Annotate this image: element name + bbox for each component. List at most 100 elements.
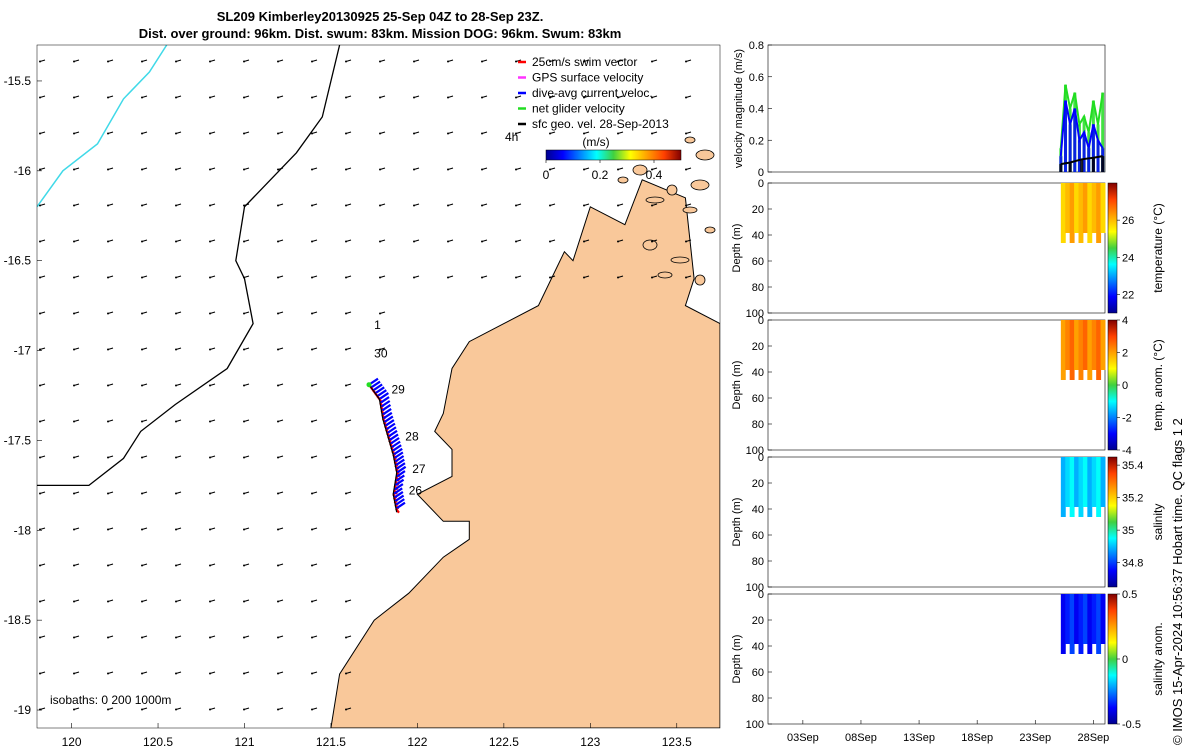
- map-colorbar: [545, 149, 682, 161]
- vector-arrow: [209, 131, 216, 135]
- vector-arrow: [345, 131, 352, 135]
- dive-avg-vector: [385, 422, 396, 431]
- colorbar-tick: 35: [1122, 525, 1134, 537]
- profile-cell: [1074, 594, 1080, 644]
- colorbar-tick: 35.2: [1122, 493, 1143, 505]
- vector-arrow: [311, 59, 318, 63]
- vector-arrow: [39, 167, 46, 171]
- map-colorbar-ticks: 0 0.2 0.4: [543, 160, 663, 182]
- vector-arrow: [447, 59, 454, 63]
- depth-tick: 40: [752, 367, 764, 379]
- vector-arrow: [209, 59, 216, 63]
- depth-tick: 80: [752, 419, 764, 431]
- depth-tick: 0: [758, 315, 764, 327]
- vector-arrow: [583, 59, 590, 63]
- dive-avg-vector: [393, 494, 405, 503]
- temperature-panel: 0 20 40 60 80 100 Depth (m) 22 24 26 temperature (…: [731, 178, 1165, 320]
- vector-arrow: [73, 95, 80, 99]
- vector-arrow: [685, 59, 692, 63]
- colorbar-tick: 2: [1122, 348, 1128, 360]
- depth-tick: 0: [758, 452, 764, 464]
- vector-arrow: [277, 95, 284, 99]
- day-label: 29: [391, 383, 405, 397]
- vector-arrow: [311, 635, 318, 639]
- vector-arrow: [617, 275, 624, 279]
- map-x-ticks: 120 120.5 121 121.5 122 122.5 123 123.5: [62, 723, 692, 749]
- vector-arrow: [345, 95, 352, 99]
- map-x-tick-label: 122.5: [489, 735, 519, 749]
- map-y-tick-label: -18.5: [4, 613, 32, 627]
- dive-avg-vector: [381, 407, 392, 416]
- vector-arrow: [617, 167, 624, 171]
- vector-arrow: [345, 419, 352, 423]
- vector-arrow: [39, 275, 46, 279]
- legend-label: 25cm/s swim vector: [532, 55, 637, 69]
- colorbar-label: temperature (°C): [1151, 203, 1165, 293]
- profile-cell: [1060, 183, 1066, 243]
- vector-arrow: [209, 383, 216, 387]
- vector-arrow: [39, 419, 46, 423]
- vector-arrow: [311, 671, 318, 675]
- vector-arrow: [345, 671, 352, 675]
- vector-arrow: [141, 383, 148, 387]
- vector-arrow: [277, 419, 284, 423]
- vector-arrow: [39, 383, 46, 387]
- track-start: [366, 382, 372, 388]
- map-x-tick-label: 121.5: [316, 735, 346, 749]
- vector-arrow: [277, 455, 284, 459]
- map-colorbar-tick: 0.4: [646, 168, 663, 182]
- vector-arrow: [39, 95, 46, 99]
- dive-avg-vector: [376, 389, 387, 398]
- depth-tick: 100: [746, 719, 764, 731]
- profile-cell: [1096, 320, 1102, 380]
- vector-arrow: [107, 311, 114, 315]
- vector-arrow: [345, 275, 352, 279]
- map-x-tick-label: 123.5: [662, 735, 692, 749]
- vector-arrow: [651, 239, 658, 243]
- vector-arrow: [39, 203, 46, 207]
- dive-avg-vector: [394, 474, 405, 483]
- dive-avg-vector: [391, 444, 402, 453]
- map-y-tick-label: -17.5: [4, 433, 32, 447]
- vector-arrow: [413, 59, 420, 63]
- dive-avg-vector: [393, 451, 404, 460]
- vector-arrow: [141, 707, 148, 711]
- vector-arrow: [617, 95, 624, 99]
- vector-arrow: [73, 383, 80, 387]
- depth-ylabel: Depth (m): [731, 361, 743, 410]
- depth-tick: 60: [752, 530, 764, 542]
- colorbar-tick: -4: [1122, 445, 1132, 457]
- vector-arrow: [175, 707, 182, 711]
- vector-arrow: [107, 491, 114, 495]
- vector-arrow: [549, 275, 556, 279]
- profile-cell: [1065, 183, 1071, 233]
- profile-cell: [1082, 183, 1088, 233]
- vector-arrow: [107, 563, 114, 567]
- island: [694, 274, 706, 286]
- temp-anomaly-panel: 0 20 40 60 80 100 Depth (m) -4 -2 0 2 4 temp. anom. …: [731, 315, 1165, 457]
- depth-ylabel: Depth (m): [731, 635, 743, 684]
- vector-arrow: [175, 527, 182, 531]
- vector-arrow: [175, 635, 182, 639]
- profile-cell: [1096, 183, 1102, 243]
- vector-arrow: [311, 203, 318, 207]
- vector-arrow: [73, 59, 80, 63]
- vector-arrow: [311, 707, 318, 711]
- vector-arrow: [107, 527, 114, 531]
- map-x-tick-label: 120: [62, 735, 82, 749]
- map-colorbar-tick: 0.2: [592, 168, 609, 182]
- dive-avg-vector: [393, 483, 404, 491]
- track-line: [368, 384, 398, 513]
- velocity-series: [1059, 84, 1104, 149]
- vector-arrow: [311, 455, 318, 459]
- colorbar-tick: 22: [1122, 289, 1134, 301]
- vector-arrow: [73, 131, 80, 135]
- vector-arrow: [515, 167, 522, 171]
- map-x-tick-label: 123: [580, 735, 600, 749]
- day-label: 27: [412, 462, 426, 476]
- colorbar-label: salinity anom.: [1151, 622, 1165, 695]
- vector-arrow: [141, 527, 148, 531]
- vector-arrow: [107, 671, 114, 675]
- vector-arrow: [175, 599, 182, 603]
